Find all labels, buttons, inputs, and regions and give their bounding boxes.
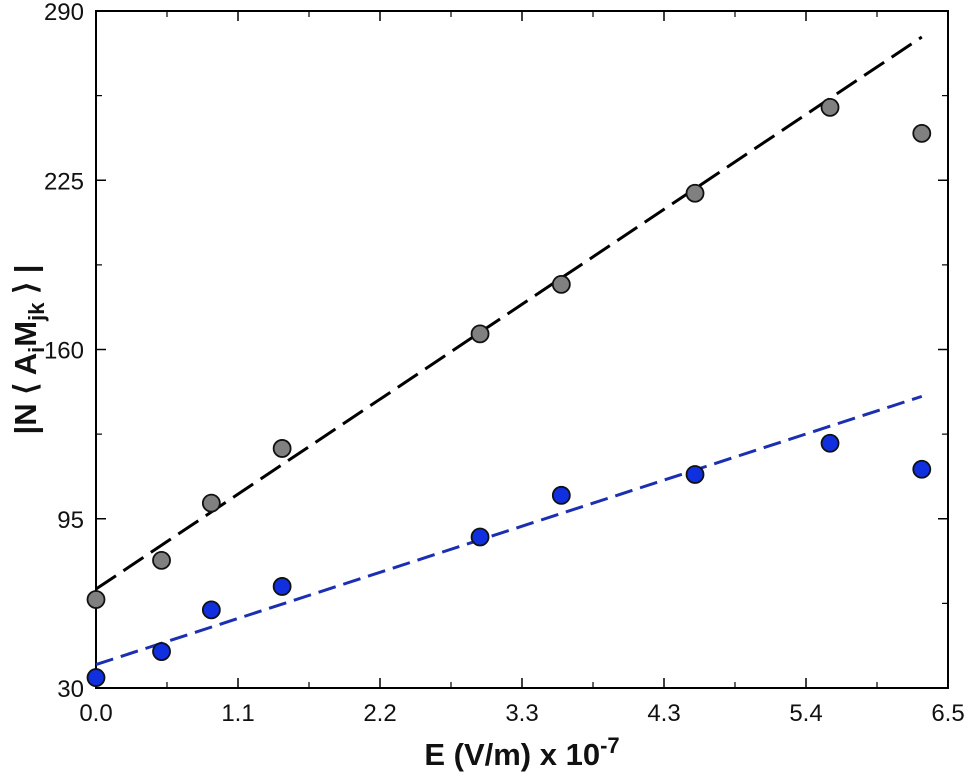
x-tick-label: 1.1: [221, 700, 254, 727]
data-points: [86, 97, 932, 687]
data-point-series-1: [86, 590, 106, 609]
data-point-series-2: [685, 465, 705, 484]
y-tick-label: 30: [57, 676, 84, 703]
data-point-series-1: [912, 123, 932, 143]
fit-line-1: [95, 35, 923, 591]
data-point-series-2: [152, 642, 171, 661]
y-tick-label: 160: [44, 338, 84, 365]
data-point-series-1: [201, 493, 221, 513]
x-axis-title: E (V/m) x 10-7: [424, 733, 619, 772]
y-tick-label: 225: [44, 168, 84, 195]
x-tick-label: 3.3: [505, 700, 538, 727]
plot-frame: [95, 10, 949, 689]
x-tick-label: 0.0: [79, 700, 112, 727]
x-tick-label: 6.5: [931, 700, 964, 727]
data-point-series-2: [551, 485, 571, 505]
plot-axes: [95, 10, 949, 689]
fit-lines: [95, 35, 923, 666]
tick-labels: 0.0 1.1 2.2 3.3 4.3 5.4 6.5 30 95 160 225 290: [44, 0, 965, 727]
data-point-series-2: [272, 577, 292, 596]
data-point-series-1: [470, 324, 490, 344]
data-point-series-1: [685, 183, 705, 203]
data-point-series-2: [201, 600, 221, 620]
data-point-series-1: [272, 439, 292, 458]
data-point-series-2: [820, 433, 840, 453]
x-tick-label: 2.2: [363, 700, 396, 727]
data-point-series-1: [152, 551, 171, 570]
data-point-series-1: [820, 97, 840, 117]
data-point-series-2: [912, 459, 932, 479]
y-tick-label: 95: [57, 507, 84, 534]
data-point-series-2: [86, 668, 106, 687]
y-axis-title: |N ⟨ AiMjk ⟩ |: [8, 265, 49, 435]
data-point-series-2: [470, 527, 490, 547]
x-tick-label: 4.3: [647, 700, 680, 727]
fit-line-2: [95, 394, 923, 666]
y-tick-label: 290: [44, 0, 84, 26]
data-point-series-1: [551, 275, 571, 294]
x-tick-label: 5.4: [789, 700, 822, 727]
